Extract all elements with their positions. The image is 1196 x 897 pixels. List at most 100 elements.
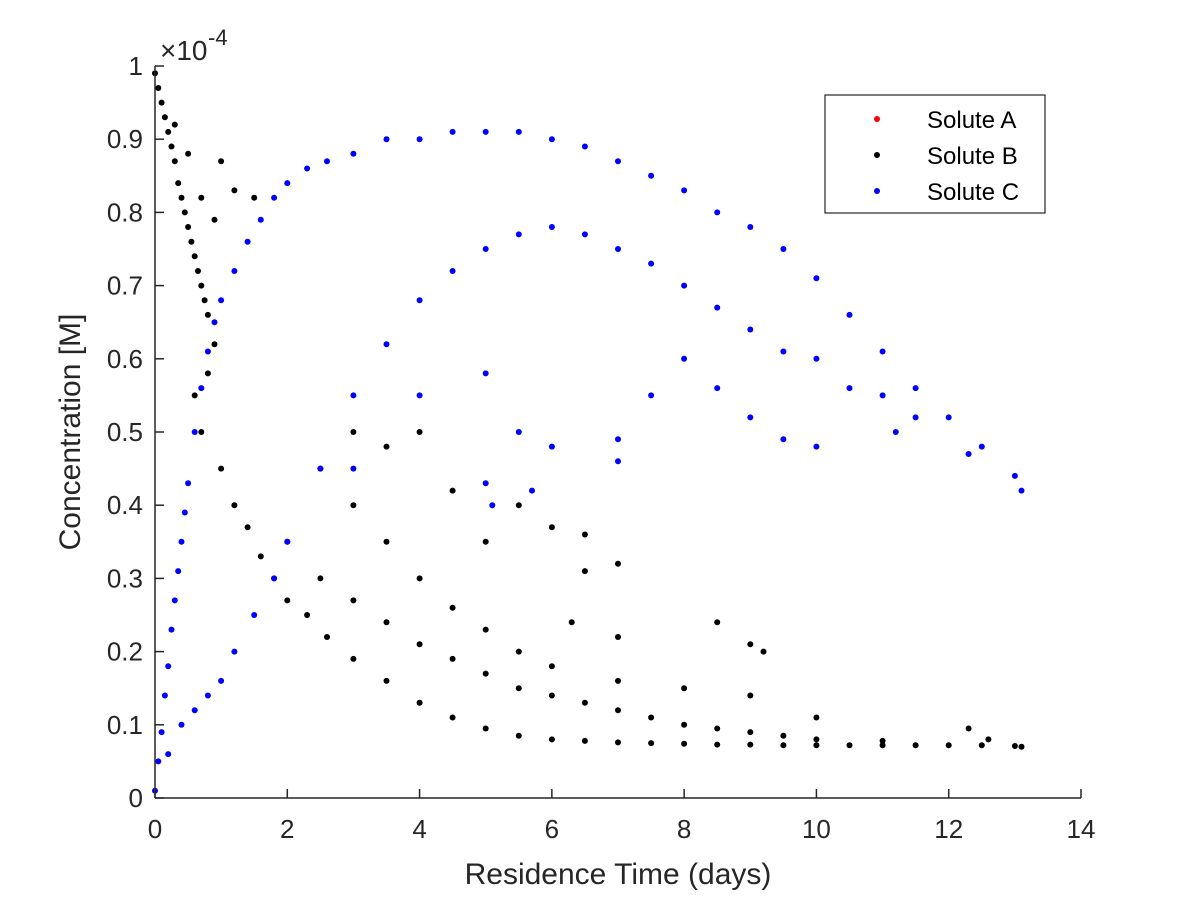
point-solute-b-1 bbox=[155, 85, 162, 91]
point-solute-c-40 bbox=[912, 385, 919, 392]
point-solute-b-8 bbox=[178, 194, 185, 201]
point-solute-b-85 bbox=[747, 692, 754, 699]
legend-label-1: Solute B bbox=[927, 143, 1018, 170]
point-solute-b-87 bbox=[350, 429, 357, 435]
point-solute-b-26 bbox=[198, 429, 205, 435]
x-tick-label-3: 6 bbox=[545, 814, 559, 844]
point-solute-b-33 bbox=[284, 597, 291, 604]
point-solute-b-71 bbox=[747, 729, 754, 736]
point-solute-b-94 bbox=[581, 531, 588, 538]
point-solute-b-47 bbox=[714, 741, 721, 748]
point-solute-b-20 bbox=[198, 194, 205, 201]
point-solute-c-30 bbox=[581, 143, 588, 150]
point-solute-b-74 bbox=[879, 737, 886, 744]
y-tick-label-2: 0.2 bbox=[107, 637, 143, 667]
point-solute-b-45 bbox=[648, 740, 655, 747]
point-solute-c-19 bbox=[271, 194, 278, 201]
point-solute-c-60 bbox=[515, 231, 522, 238]
point-solute-b-76 bbox=[350, 502, 357, 509]
point-solute-c-38 bbox=[846, 311, 853, 318]
point-solute-b-10 bbox=[185, 224, 192, 230]
point-solute-b-49 bbox=[780, 742, 787, 749]
point-solute-c-14 bbox=[211, 319, 218, 326]
point-solute-c-55 bbox=[350, 392, 357, 399]
y-tick-label-8: 0.8 bbox=[107, 197, 143, 227]
point-solute-c-72 bbox=[912, 414, 919, 421]
point-solute-b-4 bbox=[165, 128, 172, 135]
y-tick-label-3: 0.3 bbox=[107, 563, 143, 593]
point-solute-b-40 bbox=[482, 725, 489, 732]
point-solute-c-9 bbox=[181, 509, 188, 516]
point-solute-b-42 bbox=[548, 736, 555, 743]
point-solute-c-46 bbox=[178, 721, 185, 728]
point-solute-b-79 bbox=[449, 604, 456, 611]
point-solute-b-21 bbox=[211, 216, 218, 223]
point-solute-b-17 bbox=[211, 341, 218, 348]
point-solute-b-88 bbox=[383, 443, 390, 450]
point-solute-c-87 bbox=[529, 487, 535, 494]
point-solute-b-84 bbox=[681, 685, 688, 692]
point-solute-b-100 bbox=[747, 641, 754, 648]
point-solute-c-76 bbox=[482, 370, 489, 377]
point-solute-b-29 bbox=[231, 502, 238, 509]
point-solute-b-36 bbox=[350, 655, 357, 662]
point-solute-c-41 bbox=[945, 414, 952, 421]
point-solute-b-73 bbox=[813, 736, 820, 743]
point-solute-b-22 bbox=[218, 158, 225, 165]
point-solute-b-37 bbox=[383, 677, 390, 684]
point-solute-b-30 bbox=[244, 524, 251, 531]
point-solute-c-54 bbox=[317, 465, 324, 472]
x-tick-label-1: 2 bbox=[280, 814, 294, 844]
point-solute-b-5 bbox=[168, 143, 175, 150]
point-solute-c-23 bbox=[350, 150, 357, 157]
point-solute-b-52 bbox=[879, 742, 886, 749]
point-solute-c-80 bbox=[648, 392, 655, 399]
point-solute-c-50 bbox=[231, 648, 238, 655]
point-solute-c-75 bbox=[416, 392, 423, 399]
point-solute-b-14 bbox=[198, 282, 205, 289]
point-solute-c-12 bbox=[198, 385, 205, 392]
point-solute-b-77 bbox=[383, 538, 390, 545]
point-solute-c-10 bbox=[185, 480, 192, 487]
x-tick-label-5: 10 bbox=[802, 814, 831, 844]
point-solute-c-36 bbox=[780, 246, 787, 252]
x-ticks: 0 2 4 6 8 10 12 14 bbox=[148, 789, 1095, 844]
point-solute-c-90 bbox=[892, 429, 899, 435]
point-solute-c-13 bbox=[204, 348, 211, 355]
y-tick-label-1: 0.1 bbox=[107, 710, 143, 740]
data-points bbox=[152, 70, 1025, 794]
point-solute-c-21 bbox=[304, 165, 311, 172]
point-solute-b-48 bbox=[747, 741, 754, 748]
point-solute-c-66 bbox=[714, 304, 721, 311]
point-solute-c-85 bbox=[813, 443, 820, 450]
point-solute-c-42 bbox=[978, 443, 985, 450]
point-solute-c-22 bbox=[324, 158, 330, 165]
point-solute-c-26 bbox=[449, 128, 456, 135]
point-solute-c-64 bbox=[648, 260, 655, 267]
point-solute-b-24 bbox=[251, 194, 258, 201]
point-solute-c-59 bbox=[482, 246, 489, 252]
point-solute-c-67 bbox=[747, 326, 754, 333]
point-solute-c-39 bbox=[879, 348, 886, 355]
point-solute-b-56 bbox=[1011, 743, 1018, 749]
point-solute-b-104 bbox=[1018, 743, 1025, 750]
point-solute-c-56 bbox=[383, 341, 390, 348]
point-solute-b-65 bbox=[548, 692, 555, 699]
point-solute-c-43 bbox=[1011, 472, 1018, 479]
point-solute-c-18 bbox=[257, 216, 264, 223]
point-solute-c-89 bbox=[615, 436, 621, 443]
point-solute-c-83 bbox=[747, 414, 754, 421]
point-solute-c-62 bbox=[581, 231, 588, 238]
point-solute-b-12 bbox=[191, 253, 198, 260]
point-solute-b-6 bbox=[171, 158, 178, 165]
point-solute-c-5 bbox=[168, 626, 175, 633]
point-solute-b-64 bbox=[515, 685, 522, 692]
point-solute-b-86 bbox=[813, 714, 820, 721]
point-solute-c-61 bbox=[548, 224, 555, 230]
point-solute-b-68 bbox=[648, 714, 655, 721]
y-axis-exponent-base: ×10 bbox=[160, 35, 208, 66]
point-solute-b-35 bbox=[324, 634, 330, 640]
point-solute-c-11 bbox=[191, 429, 198, 435]
point-solute-b-23 bbox=[231, 187, 238, 194]
